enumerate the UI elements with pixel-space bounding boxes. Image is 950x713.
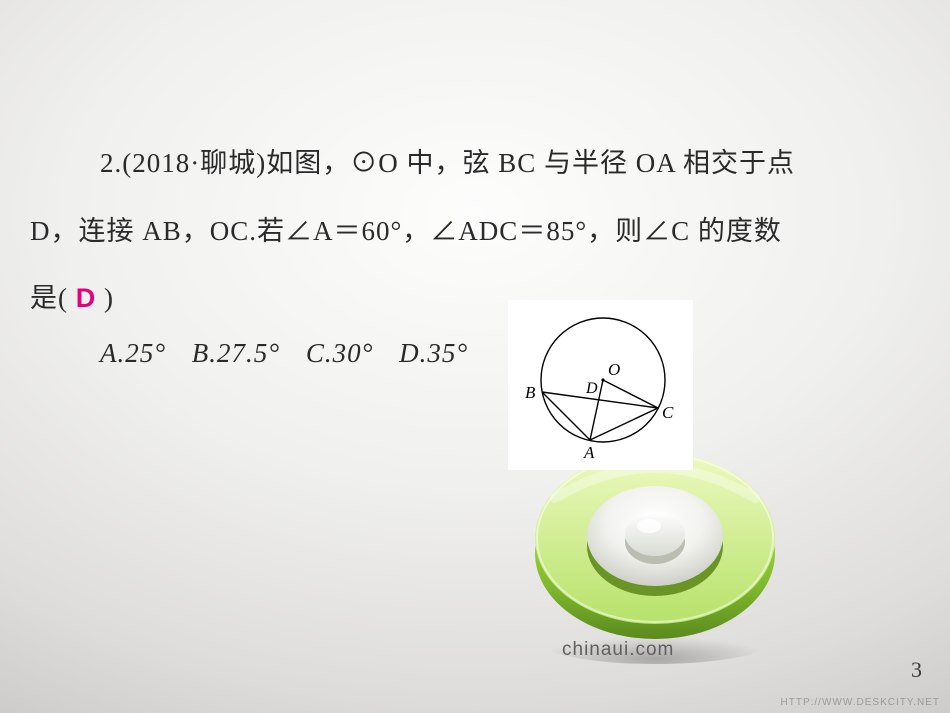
option-b: B.27.5° <box>192 338 280 368</box>
option-a: A.25° <box>100 338 166 368</box>
footer-url: HTTP://WWW.DESKCITY.NET <box>781 697 940 708</box>
option-c: C.30° <box>306 338 374 368</box>
question-line3-after: ) <box>104 283 114 313</box>
question-line1: 2.(2018·聊城)如图，⊙O 中，弦 BC 与半径 OA 相交于点 <box>100 148 795 178</box>
label-C: C <box>662 403 674 422</box>
slide-root: 2.(2018·聊城)如图，⊙O 中，弦 BC 与半径 OA 相交于点 D，连接… <box>0 0 950 713</box>
options-row: A.25° B.27.5° C.30° D.35° <box>100 338 486 369</box>
label-D: D <box>585 380 598 397</box>
label-A: A <box>583 443 595 462</box>
label-O: O <box>608 360 620 379</box>
brand-text: chinaui.com <box>562 639 674 661</box>
question-text: 2.(2018·聊城)如图，⊙O 中，弦 BC 与半径 OA 相交于点 D，连接… <box>30 130 910 333</box>
question-line3-before: 是( <box>30 283 68 313</box>
label-B: B <box>525 383 536 402</box>
page-number: 3 <box>911 657 922 683</box>
option-d: D.35° <box>399 338 468 368</box>
geometry-figure: O B C D A <box>508 300 693 470</box>
answer-marker: D <box>76 283 97 313</box>
question-line2: D，连接 AB，OC.若∠A＝60°，∠ADC＝85°，则∠C 的度数 <box>30 216 782 246</box>
